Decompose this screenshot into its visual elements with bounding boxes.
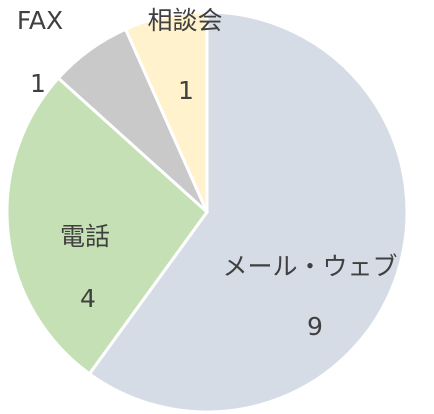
value-label: 9 [307, 312, 323, 341]
pie-slice [123, 10, 209, 213]
category-label: 電話 [60, 222, 110, 251]
category-label: FAX [17, 6, 63, 35]
value-label: 1 [178, 76, 194, 105]
category-label: メール・ウェブ [222, 252, 397, 281]
value-label: 1 [30, 69, 46, 98]
pie-slice [5, 76, 210, 376]
category-label: 相談会 [147, 6, 222, 35]
value-label: 4 [80, 284, 96, 313]
pie-slice [87, 10, 409, 414]
